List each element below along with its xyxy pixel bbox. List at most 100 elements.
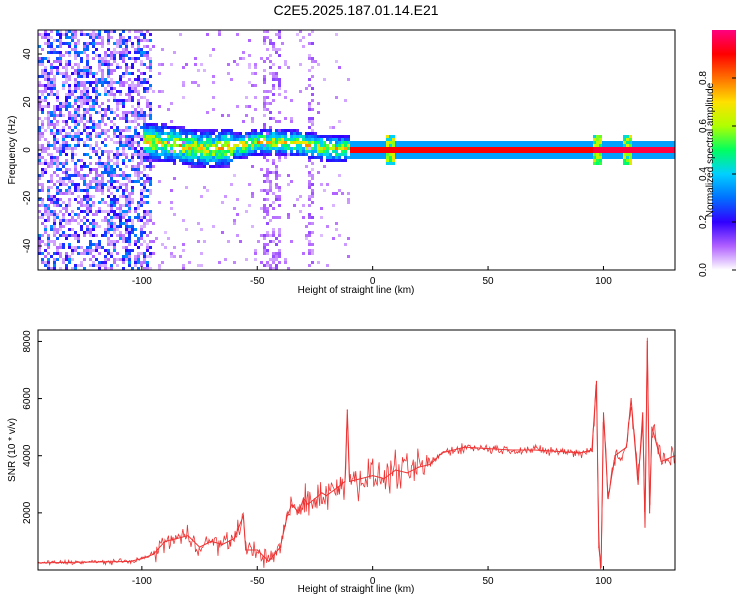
spectrogram-cell xyxy=(656,144,659,147)
spectrogram-cell xyxy=(65,264,68,267)
spectrogram-cell xyxy=(332,192,335,195)
spectrogram-cell xyxy=(317,261,320,264)
spectrogram-cell xyxy=(149,126,152,129)
spectrogram-cell xyxy=(143,165,146,168)
spectrogram-cell xyxy=(89,186,92,189)
spectrogram-cell xyxy=(62,135,65,138)
spectrogram-cell xyxy=(602,153,605,156)
spectrogram-cell xyxy=(668,156,671,159)
spectrogram-cell xyxy=(50,195,53,198)
spectrogram-cell xyxy=(56,147,59,150)
snr-point xyxy=(129,560,131,563)
spectrogram-cell xyxy=(56,132,59,135)
spectrogram-cell xyxy=(311,153,314,156)
spectrogram-cell xyxy=(191,132,194,135)
spectrogram-cell xyxy=(122,150,125,153)
spectrogram-cell xyxy=(104,165,107,168)
spectrogram-cell xyxy=(77,237,80,240)
spectrogram-cell xyxy=(50,132,53,135)
spectrogram-cell xyxy=(119,210,122,213)
spectrogram-cell xyxy=(56,123,59,126)
spectrogram-cell xyxy=(329,126,332,129)
spectrogram-cell xyxy=(41,213,44,216)
spectrogram-cell xyxy=(113,156,116,159)
spectrogram-cell xyxy=(263,144,266,147)
spectrogram-cell xyxy=(59,189,62,192)
snr-point xyxy=(642,412,644,414)
spectrogram-cell xyxy=(56,174,59,177)
spectrogram-cell xyxy=(53,171,56,174)
spectrogram-cell xyxy=(44,69,47,72)
spectrogram-cell xyxy=(89,36,92,39)
spectrogram-cell xyxy=(164,153,167,156)
spectrogram-cell xyxy=(311,222,314,225)
spectrogram-cell xyxy=(500,156,503,159)
spectrogram-cell xyxy=(329,138,332,141)
spectrogram-cell xyxy=(71,117,74,120)
spectrogram-cell xyxy=(143,180,146,183)
spectrogram-cell xyxy=(227,129,230,132)
spectrogram-cell xyxy=(134,153,137,156)
spectrogram-cell xyxy=(131,84,134,87)
spectrogram-cell xyxy=(263,246,266,249)
spectrogram-cell xyxy=(308,231,311,234)
spectrogram-cell xyxy=(86,72,89,75)
spectrogram-cell xyxy=(278,138,281,141)
spectrogram-cell xyxy=(146,135,149,138)
spectrogram-cell xyxy=(365,150,368,153)
spectrogram-cell xyxy=(272,267,275,270)
spectrogram-cell xyxy=(65,30,68,33)
snr-series-line xyxy=(38,341,675,568)
spectrogram-cell xyxy=(122,210,125,213)
spectrogram-cell xyxy=(68,144,71,147)
spectrogram-cell xyxy=(389,150,392,153)
spectrogram-cell xyxy=(260,144,263,147)
spectrogram-cell xyxy=(275,138,278,141)
spectrogram-cell xyxy=(173,132,176,135)
spectrogram-cell xyxy=(311,147,314,150)
spectrogram-cell xyxy=(53,81,56,84)
spectrogram-cell xyxy=(290,99,293,102)
spectrogram-cell xyxy=(278,36,281,39)
spectrogram-cell xyxy=(146,66,149,69)
spectrogram-cell xyxy=(626,135,629,138)
spectrogram-cell xyxy=(365,156,368,159)
spectrogram-cell xyxy=(125,225,128,228)
spectrogram-cell xyxy=(113,129,116,132)
spectrogram-cell xyxy=(95,99,98,102)
spectrogram-cell xyxy=(332,204,335,207)
spectrogram-cell xyxy=(203,150,206,153)
spectrogram-cell xyxy=(494,141,497,144)
spectrogram-cell xyxy=(431,141,434,144)
spectrogram-cell xyxy=(200,228,203,231)
spectrogram-cell xyxy=(623,144,626,147)
spectrogram-cell xyxy=(86,225,89,228)
spectrogram-cell xyxy=(587,147,590,150)
spectrogram-cell xyxy=(74,45,77,48)
spectrogram-cell xyxy=(143,183,146,186)
spectrogram-cell xyxy=(119,132,122,135)
spectrogram-cell xyxy=(38,102,41,105)
spectrogram-cell xyxy=(98,54,101,57)
spectrogram-cell xyxy=(131,120,134,123)
spectrogram-cell xyxy=(308,195,311,198)
spectrogram-cell xyxy=(329,135,332,138)
spectrogram-cell xyxy=(110,57,113,60)
spectrogram-cell xyxy=(44,87,47,90)
spectrogram-cell xyxy=(50,198,53,201)
spectrogram-cell xyxy=(347,192,350,195)
spectrogram-cell xyxy=(173,177,176,180)
spectrogram-cell xyxy=(449,153,452,156)
spectrogram-cell xyxy=(425,150,428,153)
spectrogram-cell xyxy=(395,144,398,147)
spectrogram-cell xyxy=(593,162,596,165)
spectrogram-cell xyxy=(116,102,119,105)
spectrogram-cell xyxy=(107,267,110,270)
spectrogram-cell xyxy=(140,159,143,162)
spectrogram-cell xyxy=(134,174,137,177)
spectrogram-cell xyxy=(419,153,422,156)
spectrogram-cell xyxy=(113,162,116,165)
spectrogram-cell xyxy=(74,126,77,129)
spectrogram-cell xyxy=(254,63,257,66)
spectrogram-cell xyxy=(44,159,47,162)
